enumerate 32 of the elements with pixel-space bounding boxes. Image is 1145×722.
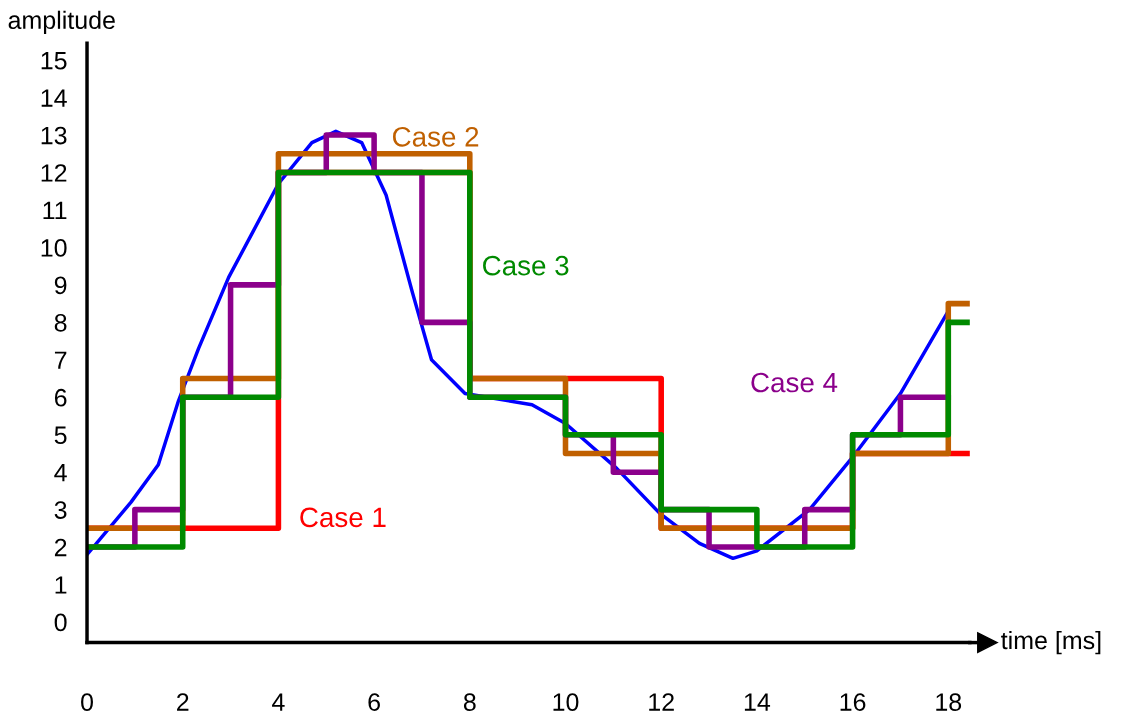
x-tick-label: 8: [463, 693, 476, 711]
y-tick-label: 1: [55, 576, 67, 594]
series-label: Case 3: [483, 255, 569, 276]
x-tick-label: 12: [649, 693, 674, 711]
x-tick-label: 4: [272, 693, 285, 711]
y-tick-label: 5: [54, 426, 67, 445]
x-tick-label: 0: [81, 693, 93, 711]
y-tick-label: 4: [54, 464, 67, 482]
y-tick-label: 3: [54, 501, 67, 519]
x-tick-label: 10: [553, 693, 579, 711]
y-axis-title: amplitude: [8, 10, 115, 34]
y-tick-label: 7: [54, 351, 67, 369]
y-tick-label: 12: [41, 164, 67, 182]
y-tick-label: 10: [41, 239, 67, 257]
series-label: Case 2: [392, 126, 479, 147]
y-tick-label: 14: [41, 89, 67, 107]
y-tick-label: 2: [54, 538, 67, 557]
x-tick-label: 16: [840, 693, 866, 711]
y-tick-label: 9: [54, 276, 67, 295]
y-tick-label: 0: [54, 613, 67, 632]
y-tick-label: 6: [54, 388, 67, 407]
x-tick-label: 6: [368, 693, 380, 711]
y-tick-label: 11: [43, 201, 67, 220]
x-axis-title: time [ms]: [1001, 630, 1101, 655]
series-label: Case 1: [300, 507, 386, 528]
x-tick-label: 2: [177, 693, 189, 711]
y-tick-label: 13: [41, 126, 67, 145]
y-tick-label: 8: [54, 313, 67, 332]
x-tick-label: 14: [744, 693, 771, 711]
series-label: Case 4: [751, 372, 838, 393]
y-tick-label: 15: [41, 52, 67, 70]
x-tick-label: 18: [936, 693, 962, 711]
